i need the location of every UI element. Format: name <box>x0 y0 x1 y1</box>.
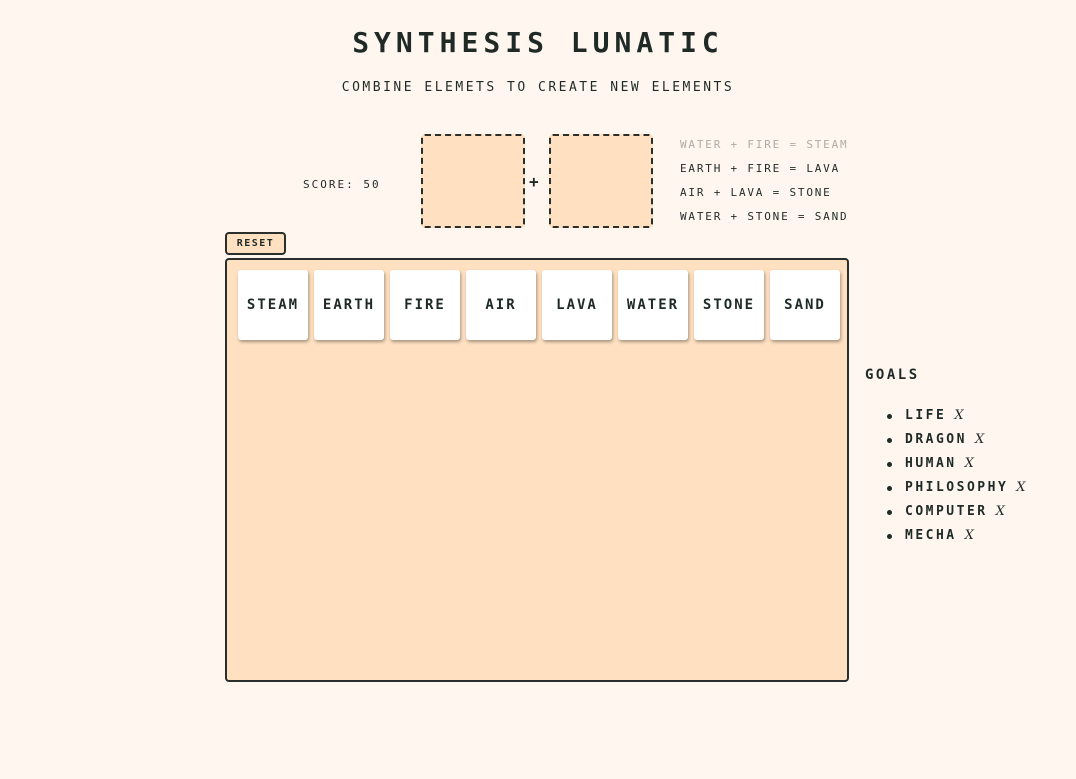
goal-item-computer: COMPUTER X <box>885 500 1026 524</box>
bullet-icon <box>887 438 892 443</box>
game-subtitle: COMBINE ELEMETS TO CREATE NEW ELEMENTS <box>341 80 735 95</box>
recipe-item: AIR + LAVA = STONE <box>680 186 832 199</box>
reset-button[interactable]: RESET <box>225 232 286 255</box>
goal-name: COMPUTER <box>905 504 988 519</box>
score-display: SCORE: 50 <box>303 178 381 191</box>
element-tile-fire[interactable]: FIRE <box>390 270 460 340</box>
recipe-item: EARTH + FIRE = LAVA <box>680 162 841 175</box>
bullet-icon <box>887 534 892 539</box>
element-tile-earth[interactable]: EARTH <box>314 270 384 340</box>
goal-item-human: HUMAN X <box>885 452 1026 476</box>
combine-slot-right[interactable] <box>549 134 653 228</box>
recipe-item: WATER + STONE = SAND <box>680 210 849 223</box>
recipe-list: WATER + FIRE = STEAM EARTH + FIRE = LAVA… <box>680 137 848 233</box>
bullet-icon <box>887 414 892 419</box>
goal-status: X <box>1016 480 1026 495</box>
element-tile-stone[interactable]: STONE <box>694 270 764 340</box>
goal-item-philosophy: PHILOSOPHY X <box>885 476 1026 500</box>
goal-status: X <box>954 408 964 423</box>
goal-status: X <box>995 504 1005 519</box>
goal-name: HUMAN <box>905 456 957 471</box>
goal-status: X <box>974 432 985 447</box>
goal-status: X <box>964 528 974 543</box>
goals-list: LIFE X DRAGON X HUMAN X PHILOSOPHY X COMPUTE… <box>885 404 1026 548</box>
goals-heading: GOALS <box>865 367 920 383</box>
goal-status: X <box>964 456 974 471</box>
bullet-icon <box>887 462 892 467</box>
recipe-item: WATER + FIRE = STEAM <box>680 138 849 151</box>
element-tile-lava[interactable]: LAVA <box>542 270 612 340</box>
element-tile-air[interactable]: AIR <box>466 270 536 340</box>
bullet-icon <box>887 510 892 515</box>
element-tile-sand[interactable]: SAND <box>770 270 840 340</box>
goal-name: DRAGON <box>905 432 967 447</box>
goal-item-mecha: MECHA X <box>885 524 1026 548</box>
goal-item-life: LIFE X <box>885 404 1026 428</box>
element-tile-steam[interactable]: STEAM <box>238 270 308 340</box>
element-tile-water[interactable]: WATER <box>618 270 688 340</box>
game-title: SYNTHESIS LUNATIC <box>352 26 724 59</box>
bullet-icon <box>887 486 892 491</box>
element-board[interactable]: STEAM EARTH FIRE AIR LAVA WATER STONE SA… <box>225 258 849 682</box>
combine-slot-left[interactable] <box>421 134 525 228</box>
goal-name: PHILOSOPHY <box>905 480 1009 495</box>
goal-item-dragon: DRAGON X <box>885 428 1026 452</box>
plus-sign: + <box>529 172 539 191</box>
goal-name: MECHA <box>905 528 957 543</box>
goal-name: LIFE <box>905 408 947 423</box>
